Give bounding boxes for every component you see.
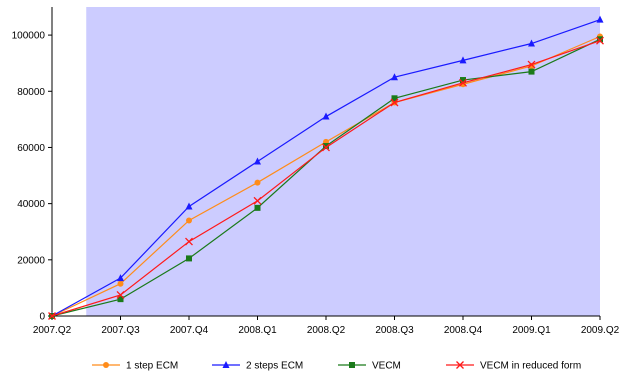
marker-stroke	[596, 36, 604, 45]
y-tick-label: 0	[39, 312, 45, 323]
data-point	[528, 68, 535, 75]
data-point	[597, 36, 603, 43]
shaded-region	[86, 7, 600, 316]
x-tick-label: 2008.Q1	[238, 325, 277, 336]
data-point	[117, 274, 124, 282]
series-2-steps-ecm	[48, 15, 604, 319]
y-tick-label: 20000	[17, 255, 45, 266]
data-point	[460, 77, 466, 84]
marker-stroke	[459, 78, 467, 87]
legend-marker	[222, 361, 230, 368]
legend-item-vecm-in-reduced-form: VECM in reduced form	[446, 361, 581, 372]
x-tick-label: 2008.Q2	[307, 325, 346, 336]
x-tick-label: 2008.Q4	[444, 325, 483, 336]
shaded-region-layer	[86, 7, 600, 316]
legend: 1 step ECM 2 steps ECM VECM VECM in reduced…	[92, 361, 581, 372]
x-tick-label: 2007.Q4	[170, 325, 209, 336]
data-point	[254, 204, 261, 211]
data-point	[391, 73, 398, 81]
marker-stroke	[322, 143, 330, 152]
data-point	[596, 15, 604, 23]
data-point	[186, 217, 192, 224]
series-layer	[48, 15, 604, 320]
data-point	[253, 196, 262, 205]
data-point	[322, 112, 330, 120]
marker-stroke	[390, 98, 399, 107]
data-point	[459, 78, 467, 87]
legend-marker	[456, 361, 464, 369]
legend-label: 1 step ECM	[126, 361, 178, 372]
data-point	[254, 157, 261, 165]
legend-label: 2 steps ECM	[246, 361, 303, 372]
y-tick-label: 80000	[17, 87, 45, 98]
data-point	[117, 280, 124, 287]
data-point	[185, 237, 193, 246]
series-vecm-in-reduced-form	[48, 36, 604, 320]
y-tick-label: 40000	[17, 199, 45, 210]
data-point	[391, 95, 398, 102]
data-point	[116, 290, 125, 299]
legend-marker	[349, 362, 355, 368]
marker-stroke	[48, 312, 56, 320]
data-point	[527, 60, 536, 69]
x-tick-label: 2008.Q3	[375, 325, 414, 336]
data-point	[254, 179, 261, 186]
axes: 0 20000 40000 60000 80000 100000 2007.Q2 2007.Q…	[12, 7, 620, 336]
data-point	[117, 296, 124, 303]
legend-marker	[103, 362, 109, 368]
data-point	[186, 255, 192, 262]
data-point	[48, 312, 56, 320]
y-tick-label: 60000	[17, 143, 45, 154]
x-tick-label: 2007.Q3	[101, 325, 140, 336]
x-tick-label: 2009.Q1	[512, 325, 551, 336]
legend-label: VECM	[372, 361, 401, 372]
data-point	[390, 98, 399, 107]
marker-stroke	[253, 196, 262, 205]
data-point	[528, 39, 535, 47]
data-point	[596, 36, 604, 45]
legend-item-2-steps-ecm: 2 steps ECM	[212, 361, 303, 372]
data-point	[322, 143, 330, 152]
x-tick-label: 2009.Q2	[581, 325, 620, 336]
legend-label: VECM in reduced form	[480, 361, 581, 372]
x-tick-label: 2007.Q2	[33, 325, 72, 336]
data-point	[185, 202, 193, 210]
y-tick-label: 100000	[12, 31, 46, 42]
marker-stroke	[527, 60, 536, 69]
marker-stroke	[116, 290, 125, 299]
legend-item-1-step-ecm: 1 step ECM	[92, 361, 178, 372]
data-point	[459, 56, 467, 64]
legend-item-vecm: VECM	[338, 361, 401, 372]
marker-stroke	[456, 361, 464, 369]
data-point	[323, 143, 329, 150]
marker-stroke	[185, 237, 193, 246]
